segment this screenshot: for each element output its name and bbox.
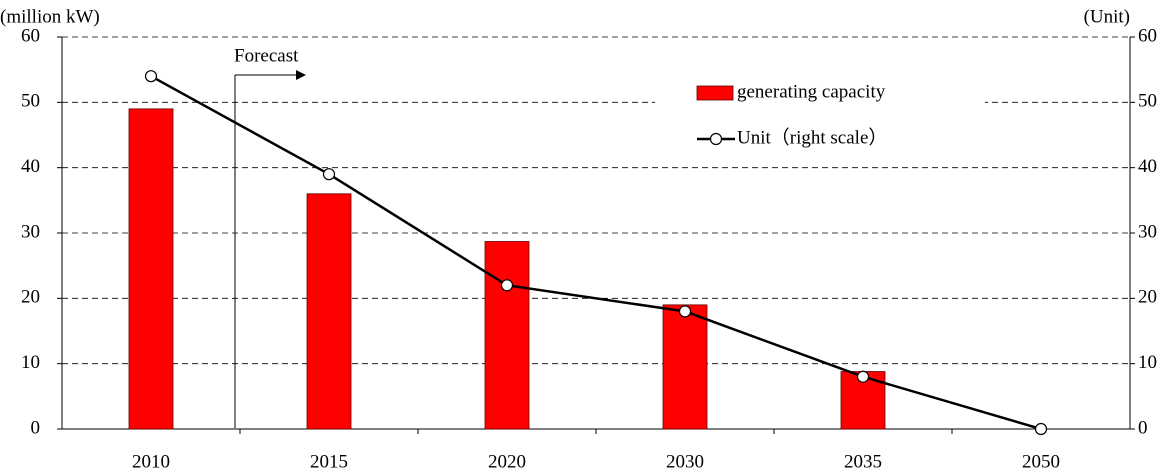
annotation: Forecast: [234, 45, 299, 66]
line: [150, 75, 1042, 431]
y-tick-label: 50: [21, 91, 40, 112]
line-marker: [678, 305, 692, 318]
x-tick-label: 2035: [844, 451, 882, 472]
y2-tick-label: 0: [1138, 417, 1148, 438]
bar: [128, 108, 174, 430]
x-tick-label: 2015: [310, 451, 348, 472]
y-tick-label: 20: [21, 287, 40, 308]
line-marker: [322, 168, 336, 181]
line-marker: [144, 70, 158, 83]
y2-tick-label: 30: [1138, 221, 1157, 242]
x-tick-label: 2020: [488, 451, 526, 472]
bar: [306, 193, 352, 430]
x-tick-label: 2030: [666, 451, 704, 472]
y-tick-label: 10: [21, 352, 40, 373]
y2-tick-label: 10: [1138, 352, 1157, 373]
legend-label: Unit（right scale）: [737, 126, 887, 148]
y2-tick-label: 40: [1138, 156, 1157, 177]
legend-swatch: [696, 85, 734, 101]
y-tick-label: 60: [21, 25, 40, 46]
y-tick-label: 30: [21, 221, 40, 242]
bar: [484, 241, 530, 430]
line-marker: [856, 370, 870, 383]
y2-tick-label: 60: [1138, 25, 1157, 46]
legend-marker: [709, 132, 723, 146]
bar: [662, 304, 708, 430]
y2-axis-title: (Unit): [1084, 6, 1130, 27]
legend-label: generating capacity: [737, 81, 886, 102]
x-tick-label: 2050: [1022, 451, 1060, 472]
line-marker: [500, 279, 514, 292]
y2-tick-label: 20: [1138, 287, 1157, 308]
y-tick-label: 40: [21, 156, 40, 177]
y-axis-title: (million kW): [0, 6, 100, 27]
y2-tick-label: 50: [1138, 91, 1157, 112]
arrow-head: [296, 70, 306, 80]
y-tick-label: 0: [31, 417, 41, 438]
line-marker: [1034, 422, 1048, 436]
x-tick-label: 2010: [132, 451, 170, 472]
